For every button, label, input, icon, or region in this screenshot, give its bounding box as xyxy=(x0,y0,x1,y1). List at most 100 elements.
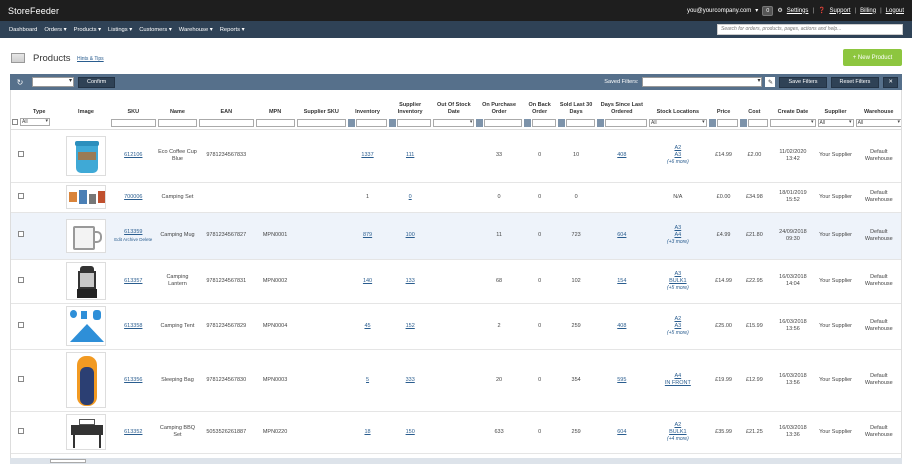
scrollbar-thumb[interactable] xyxy=(50,459,86,463)
col-price[interactable]: Price xyxy=(716,109,731,115)
supplier-inventory-link[interactable]: 111 xyxy=(405,152,415,158)
table-row[interactable]: 613357 Camping Lantern 9781234567831 MPN… xyxy=(11,259,901,304)
gear-icon[interactable]: ⚙ xyxy=(777,8,783,14)
nav-products[interactable]: Products ▾ xyxy=(73,26,102,33)
create-date-filter[interactable] xyxy=(770,119,816,128)
row-checkbox[interactable] xyxy=(18,375,24,382)
supplier-inventory-filter[interactable] xyxy=(397,119,432,128)
more-locations-link[interactable]: (+5 more) xyxy=(666,329,689,336)
archive-action[interactable]: Archive xyxy=(123,236,139,242)
product-image[interactable] xyxy=(66,306,106,346)
edit-icon[interactable]: ✎ xyxy=(765,77,776,87)
location-link[interactable]: A2 xyxy=(674,315,682,322)
product-image[interactable] xyxy=(66,218,106,253)
name-filter[interactable] xyxy=(157,119,197,128)
supplier-inventory-link[interactable]: 0 xyxy=(408,193,412,200)
sku-link[interactable]: 613357 xyxy=(124,277,143,284)
product-image[interactable] xyxy=(66,262,106,300)
col-create-date[interactable]: Create Date xyxy=(777,109,809,115)
sku-link[interactable]: 613352 xyxy=(124,428,143,435)
location-link[interactable]: A2 xyxy=(674,421,682,428)
table-row[interactable]: 613352 Camping BBQ Set 5053526261887 MPN… xyxy=(11,411,901,454)
days-filter[interactable] xyxy=(604,119,648,128)
price-filter[interactable] xyxy=(716,119,739,128)
days-link[interactable]: 604 xyxy=(617,428,627,435)
col-out-of-stock[interactable]: Out Of Stock Date xyxy=(437,102,471,115)
supplier-inventory-operator[interactable] xyxy=(389,119,397,128)
warehouse-filter[interactable]: All xyxy=(855,119,901,128)
supplier-inventory-link[interactable]: 152 xyxy=(405,322,415,329)
supplier-sku-filter[interactable] xyxy=(296,119,346,128)
col-type[interactable]: Type xyxy=(33,109,46,115)
row-checkbox[interactable] xyxy=(18,276,24,283)
col-inventory[interactable]: Inventory xyxy=(355,109,380,115)
sku-link[interactable]: 613358 xyxy=(124,322,143,329)
delete-action[interactable]: Delete xyxy=(139,236,153,242)
horizontal-scrollbar[interactable] xyxy=(10,458,902,464)
brand-logo[interactable]: StoreFeeder xyxy=(8,5,60,16)
row-checkbox[interactable] xyxy=(18,321,24,328)
col-on-purchase-order[interactable]: On Purchase Order xyxy=(482,102,517,115)
ean-filter[interactable] xyxy=(199,119,254,128)
location-link[interactable]: A2 xyxy=(674,145,682,151)
location-link[interactable]: A3 xyxy=(674,225,682,231)
wrench-icon[interactable]: ✕ xyxy=(883,76,898,88)
location-link[interactable]: A3 xyxy=(674,152,682,158)
product-image[interactable] xyxy=(66,414,106,450)
table-row[interactable]: 613358 Camping Tent 9781234567829 MPN000… xyxy=(11,303,901,350)
supplier-inventory-link[interactable]: 150 xyxy=(405,428,415,435)
out-of-stock-filter[interactable] xyxy=(433,119,475,128)
nav-dashboard[interactable]: Dashboard xyxy=(9,26,38,33)
row-checkbox[interactable] xyxy=(18,427,24,434)
type-filter[interactable]: All xyxy=(20,118,50,127)
col-supplier-sku[interactable]: Supplier SKU xyxy=(303,109,339,115)
supplier-inventory-link[interactable]: 100 xyxy=(405,232,415,238)
inventory-link[interactable]: 140 xyxy=(362,277,373,284)
table-row[interactable]: 612106 Eco Coffee Cup Blue 9781234567833… xyxy=(11,129,901,183)
days-link[interactable]: 408 xyxy=(617,322,627,329)
row-checkbox[interactable] xyxy=(18,151,24,157)
stock-locations-filter[interactable]: All xyxy=(649,119,707,128)
cost-operator[interactable] xyxy=(740,119,748,128)
edit-action[interactable]: Edit xyxy=(114,236,122,242)
inventory-link[interactable]: 5 xyxy=(366,376,370,383)
days-link[interactable]: 408 xyxy=(617,152,627,158)
table-row[interactable]: 613359 Edit Archive Delete Camping Mug 9… xyxy=(11,212,901,260)
more-locations-link[interactable]: (+3 more) xyxy=(666,239,689,245)
days-link[interactable]: 595 xyxy=(617,376,627,383)
table-row[interactable]: 613356 Sleeping Bag 9781234567830 MPN000… xyxy=(11,349,901,412)
saved-filters-select[interactable] xyxy=(642,77,763,87)
days-link[interactable]: 154 xyxy=(617,277,627,284)
on-purchase-filter[interactable] xyxy=(484,119,522,128)
col-cost[interactable]: Cost xyxy=(748,109,761,115)
inventory-operator[interactable] xyxy=(347,119,355,128)
logout-link[interactable]: Logout xyxy=(885,7,904,14)
on-back-operator[interactable] xyxy=(523,119,531,128)
inventory-filter[interactable] xyxy=(355,119,388,128)
nav-reports[interactable]: Reports ▾ xyxy=(219,26,245,33)
sku-link[interactable]: 613359 xyxy=(124,228,143,235)
location-link[interactable]: A3 xyxy=(674,270,682,277)
location-link[interactable]: A3 xyxy=(674,322,682,329)
help-icon[interactable]: ❓ xyxy=(818,8,826,14)
select-all-checkbox[interactable] xyxy=(12,119,18,126)
sku-filter[interactable] xyxy=(110,119,156,128)
nav-warehouse[interactable]: Warehouse ▾ xyxy=(178,26,213,33)
days-link[interactable]: 604 xyxy=(617,232,627,238)
support-link[interactable]: Support xyxy=(829,7,851,14)
location-link[interactable]: BULK1 xyxy=(669,277,687,284)
product-image[interactable] xyxy=(66,135,106,176)
sold-operator[interactable] xyxy=(557,119,565,128)
col-ean[interactable]: EAN xyxy=(220,109,233,115)
nav-listings[interactable]: Listings ▾ xyxy=(108,26,133,33)
supplier-inventory-link[interactable]: 333 xyxy=(405,376,415,383)
nav-orders[interactable]: Orders ▾ xyxy=(44,26,67,33)
col-warehouse[interactable]: Warehouse xyxy=(864,109,894,115)
location-link[interactable]: IN FRONT xyxy=(664,380,691,386)
inventory-link[interactable]: 45 xyxy=(364,322,371,329)
row-checkbox[interactable] xyxy=(18,192,24,199)
reset-filters-button[interactable]: Reset Filters xyxy=(830,76,880,88)
inventory-link[interactable]: 879 xyxy=(362,232,373,238)
sku-link[interactable]: 700006 xyxy=(124,193,143,200)
supplier-filter[interactable]: All xyxy=(817,119,854,128)
